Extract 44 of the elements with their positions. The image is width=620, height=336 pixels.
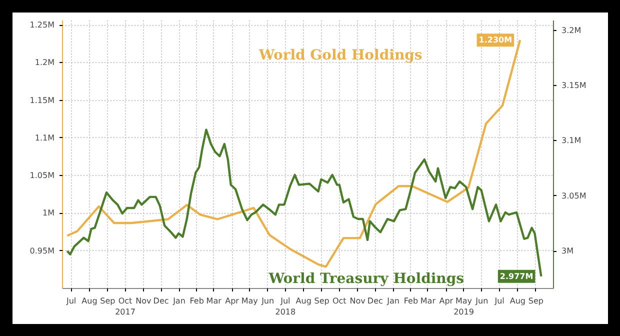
x-tick-label: Jul (494, 296, 504, 306)
x-tick-label: Jun (260, 296, 274, 306)
x-tick-label: Dec (367, 296, 383, 306)
x-tick-label: Apr (439, 296, 454, 306)
x-tick-label: May 2019 (454, 296, 474, 316)
x-tick-label: Aug (82, 296, 98, 306)
data-label: 2.977M (500, 272, 534, 281)
line-series (66, 38, 522, 268)
y2-tick-label: 3.15M (562, 81, 586, 90)
y-tick-label: 1.05M (30, 171, 55, 180)
x-tick-label: Mar (420, 296, 436, 306)
y-tick-label: 1.25M (30, 20, 55, 30)
x-tick-label: Apr (225, 296, 240, 306)
y2-tick-label: 3.1M (562, 136, 582, 146)
x-tick-label: Oct (332, 296, 346, 306)
data-label: 1.230M (478, 36, 512, 45)
x-tick-label: Mar (206, 296, 222, 306)
x-tick-label: Aug (296, 296, 312, 306)
x-tick-label: Nov (350, 296, 366, 306)
x-tick-label: Dec (153, 296, 169, 306)
text: World Treasury Holdings (268, 271, 464, 288)
y-tick-label: 1.2M (34, 58, 55, 68)
x-tick-label: May (241, 296, 258, 306)
x-tick-label: Sep (528, 296, 544, 306)
x-tick-label: Jul (65, 296, 76, 306)
x-tick-label: Sep (314, 296, 330, 306)
text: World Gold Holdings (258, 47, 422, 64)
y-tick-label: 1.1M (34, 133, 55, 142)
x-tick-label: Aug (510, 296, 526, 306)
x-tick-label: Nov (136, 296, 152, 306)
x-tick-label: Jun (474, 296, 488, 306)
x-tick-label: Jan (386, 296, 400, 306)
x-tick-label: Feb (404, 296, 418, 306)
y-tick-label: 0.95M (30, 246, 55, 256)
x-tick-label: Oct 2017 (115, 296, 136, 316)
y2-tick-label: 3M (562, 246, 574, 256)
y-tick-label: 1.15M (30, 96, 55, 105)
x-tick-label: Jul 2018 (275, 296, 296, 316)
x-tick-label: Feb (190, 296, 204, 306)
y-tick-label: 1M (42, 208, 55, 218)
x-tick-label: Jan (172, 296, 186, 306)
y2-tick-label: 3.05M (562, 191, 586, 200)
x-tick-label: Sep (100, 296, 116, 306)
y2-tick-label: 3.2M (562, 26, 582, 35)
